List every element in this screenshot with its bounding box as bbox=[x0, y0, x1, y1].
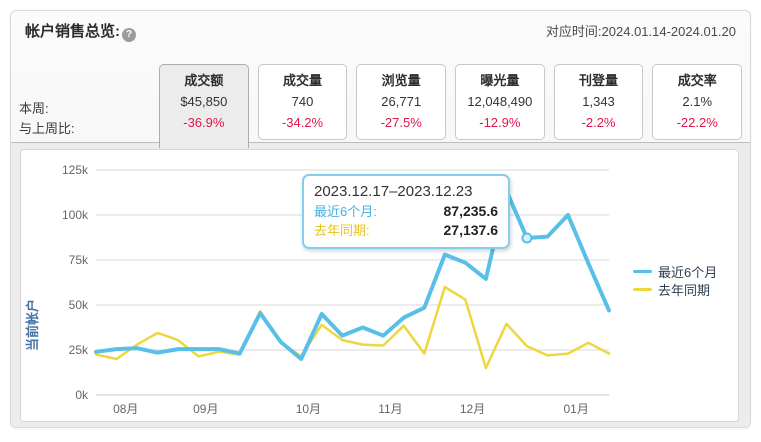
x-tick-label: 01月 bbox=[563, 402, 588, 416]
legend-item[interactable]: 去年同期 bbox=[633, 280, 717, 298]
chart-legend: 最近6个月 去年同期 bbox=[633, 262, 717, 298]
metric-delta: -34.2% bbox=[281, 115, 324, 130]
legend-item[interactable]: 最近6个月 bbox=[633, 262, 717, 280]
help-icon[interactable]: ? bbox=[122, 28, 136, 42]
metric-label: 成交量 bbox=[283, 73, 323, 88]
x-tick-label: 08月 bbox=[113, 402, 138, 416]
tooltip-series-label: 最近6个月: bbox=[314, 204, 377, 219]
x-tick-label: 11月 bbox=[378, 402, 402, 416]
metric-delta: -12.9% bbox=[479, 115, 521, 130]
metric-value: 2.1% bbox=[682, 94, 713, 109]
metric-value: $45,850 bbox=[180, 94, 228, 109]
legend-label: 去年同期 bbox=[658, 282, 711, 298]
metric-label: 曝光量 bbox=[480, 73, 520, 88]
x-tick-label: 09月 bbox=[193, 402, 218, 416]
metric-delta: -2.2% bbox=[581, 115, 616, 130]
metric-delta: -36.9% bbox=[183, 115, 225, 130]
tooltip-series-value: 87,235.6 bbox=[443, 203, 499, 219]
metric-label: 成交额 bbox=[184, 73, 224, 88]
metric-card[interactable]: 成交量 740 -34.2% bbox=[257, 64, 348, 140]
tooltip-row: 去年同期: 27,137.6 bbox=[314, 221, 498, 240]
series-line-recent-6-months bbox=[94, 188, 611, 361]
y-axis-title: 当前帐户 bbox=[25, 299, 40, 351]
metric-card[interactable]: 浏览量 26,771 -27.5% bbox=[356, 64, 447, 140]
row-label-this-week: 本周: bbox=[19, 101, 49, 116]
tooltip-title: 2023.12.17–2023.12.23 bbox=[314, 183, 473, 200]
panel-body: 0k 25k 50k 75k 100k 125k 08月 09月 10月 11月 12月 01月 当前帐… bbox=[11, 143, 750, 427]
tooltip-row: 最近6个月: 87,235.6 bbox=[314, 202, 498, 221]
metric-value: 1,343 bbox=[582, 94, 615, 109]
hover-point-marker bbox=[521, 232, 533, 244]
x-tick-label: 12月 bbox=[460, 402, 485, 416]
series-line-last-year bbox=[94, 285, 611, 370]
metric-value: 26,771 bbox=[381, 94, 422, 109]
y-tick-label: 0k bbox=[75, 388, 89, 402]
chart-card: 0k 25k 50k 75k 100k 125k 08月 09月 10月 11月 12月 01月 当前帐… bbox=[20, 149, 739, 422]
metric-label: 成交率 bbox=[677, 73, 717, 88]
tooltip-rows: 最近6个月: 87,235.6 去年同期: 27,137.6 bbox=[314, 202, 498, 240]
metric-label: 浏览量 bbox=[381, 73, 421, 88]
metric-cards: 成交额 $45,850 -36.9% 成交量 740 -34.2% 浏览量 26… bbox=[159, 64, 743, 148]
y-tick-label: 25k bbox=[69, 343, 89, 357]
metric-card[interactable]: 刊登量 1,343 -2.2% bbox=[553, 64, 644, 140]
row-label-vs-last-week: 与上周比: bbox=[19, 121, 75, 136]
metric-delta: -27.5% bbox=[380, 115, 422, 130]
legend-swatch-icon bbox=[633, 269, 652, 273]
y-tick-label: 125k bbox=[62, 163, 89, 177]
y-tick-label: 75k bbox=[69, 253, 89, 267]
metric-card[interactable]: 成交额 $45,850 -36.9% bbox=[159, 64, 249, 148]
legend-label: 最近6个月 bbox=[658, 264, 718, 280]
metric-delta: -22.2% bbox=[676, 115, 718, 130]
page-title: 帐户销售总览:? bbox=[25, 11, 136, 51]
chart-tooltip: 2023.12.17–2023.12.23 最近6个月: 87,235.6 去年… bbox=[302, 174, 510, 249]
metric-tab-strip: 本周: 与上周比: 成交额 $45,850 -36.9% 成交量 740 -34… bbox=[11, 51, 750, 148]
panel-header: 帐户销售总览:? 对应时间:2024.01.14-2024.01.20 bbox=[11, 11, 750, 51]
metric-card[interactable]: 成交率 2.1% -22.2% bbox=[652, 64, 743, 140]
sales-overview-panel: 帐户销售总览:? 对应时间:2024.01.14-2024.01.20 本周: … bbox=[10, 10, 751, 428]
tooltip-series-value: 27,137.6 bbox=[443, 222, 499, 238]
y-tick-label: 100k bbox=[62, 208, 89, 222]
legend-swatch-icon bbox=[633, 287, 652, 291]
tooltip-series-label: 去年同期: bbox=[314, 223, 370, 238]
metric-value: 12,048,490 bbox=[467, 94, 533, 109]
page-title-text: 帐户销售总览: bbox=[25, 23, 120, 40]
date-range-label: 对应时间:2024.01.14-2024.01.20 bbox=[545, 24, 736, 39]
metric-value: 740 bbox=[291, 94, 314, 109]
y-tick-label: 50k bbox=[69, 298, 89, 312]
metric-card[interactable]: 曝光量 12,048,490 -12.9% bbox=[455, 64, 545, 140]
metric-label: 刊登量 bbox=[579, 73, 619, 88]
x-tick-label: 10月 bbox=[296, 402, 321, 416]
